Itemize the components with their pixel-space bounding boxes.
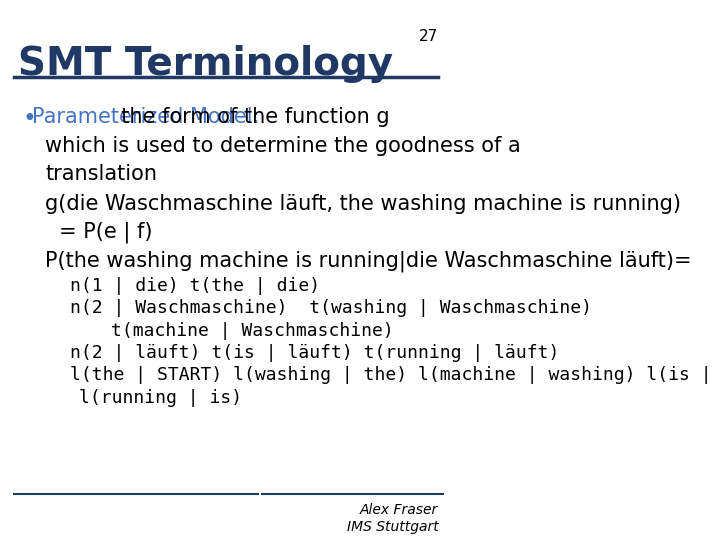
Text: 27: 27 (419, 29, 438, 44)
Text: Alex Fraser
IMS Stuttgart: Alex Fraser IMS Stuttgart (347, 503, 438, 534)
Text: n(2 | läuft) t(is | läuft) t(running | läuft): n(2 | läuft) t(is | läuft) t(running | l… (70, 344, 559, 362)
Text: which is used to determine the goodness of a: which is used to determine the goodness … (45, 136, 521, 156)
Text: P(the washing machine is running|die Waschmaschine läuft)=: P(the washing machine is running|die Was… (45, 251, 692, 272)
Text: n(1 | die) t(the | die): n(1 | die) t(the | die) (70, 277, 320, 295)
Text: •: • (22, 106, 37, 131)
Text: Parameterized Model:: Parameterized Model: (32, 106, 259, 126)
Text: n(2 | Waschmaschine)  t(washing | Waschmaschine): n(2 | Waschmaschine) t(washing | Waschma… (70, 299, 592, 318)
Text: g(die Waschmaschine läuft, the washing machine is running): g(die Waschmaschine läuft, the washing m… (45, 194, 681, 214)
Text: l(the | START) l(washing | the) l(machine | washing) l(is | machine): l(the | START) l(washing | the) l(machin… (70, 367, 720, 384)
Text: the form of the function g: the form of the function g (109, 106, 390, 126)
Text: translation: translation (45, 164, 157, 184)
Text: = P(e | f): = P(e | f) (59, 221, 152, 242)
Text: t(machine | Waschmaschine): t(machine | Waschmaschine) (111, 322, 394, 340)
Text: SMT Terminology: SMT Terminology (18, 45, 393, 83)
Text: l(running | is): l(running | is) (79, 389, 242, 407)
